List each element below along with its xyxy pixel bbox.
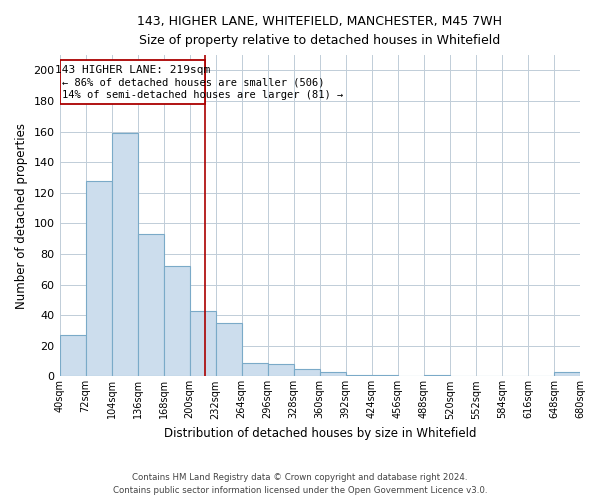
Bar (112, 133, 137, 376)
Bar (190, 310, 215, 376)
Bar (137, 234, 164, 376)
Bar (268, 364, 294, 376)
Bar (59, 60, 205, 104)
Bar (59, 335, 86, 376)
Bar (554, 372, 580, 376)
Bar (424, 375, 450, 376)
Bar (215, 323, 242, 376)
Bar (86, 180, 112, 376)
Bar (372, 375, 398, 376)
Text: ← 86% of detached houses are smaller (506): ← 86% of detached houses are smaller (50… (62, 78, 325, 88)
Text: 14% of semi-detached houses are larger (81) →: 14% of semi-detached houses are larger (… (62, 90, 343, 100)
Title: 143, HIGHER LANE, WHITEFIELD, MANCHESTER, M45 7WH
Size of property relative to d: 143, HIGHER LANE, WHITEFIELD, MANCHESTER… (137, 15, 502, 47)
Text: 143 HIGHER LANE: 219sqm: 143 HIGHER LANE: 219sqm (55, 66, 210, 76)
Bar (242, 362, 268, 376)
Y-axis label: Number of detached properties: Number of detached properties (15, 122, 28, 308)
Bar (294, 368, 320, 376)
Text: Contains HM Land Registry data © Crown copyright and database right 2024.
Contai: Contains HM Land Registry data © Crown c… (113, 474, 487, 495)
X-axis label: Distribution of detached houses by size in Whitefield: Distribution of detached houses by size … (164, 427, 476, 440)
Bar (320, 372, 346, 376)
Bar (164, 266, 190, 376)
Bar (346, 375, 372, 376)
